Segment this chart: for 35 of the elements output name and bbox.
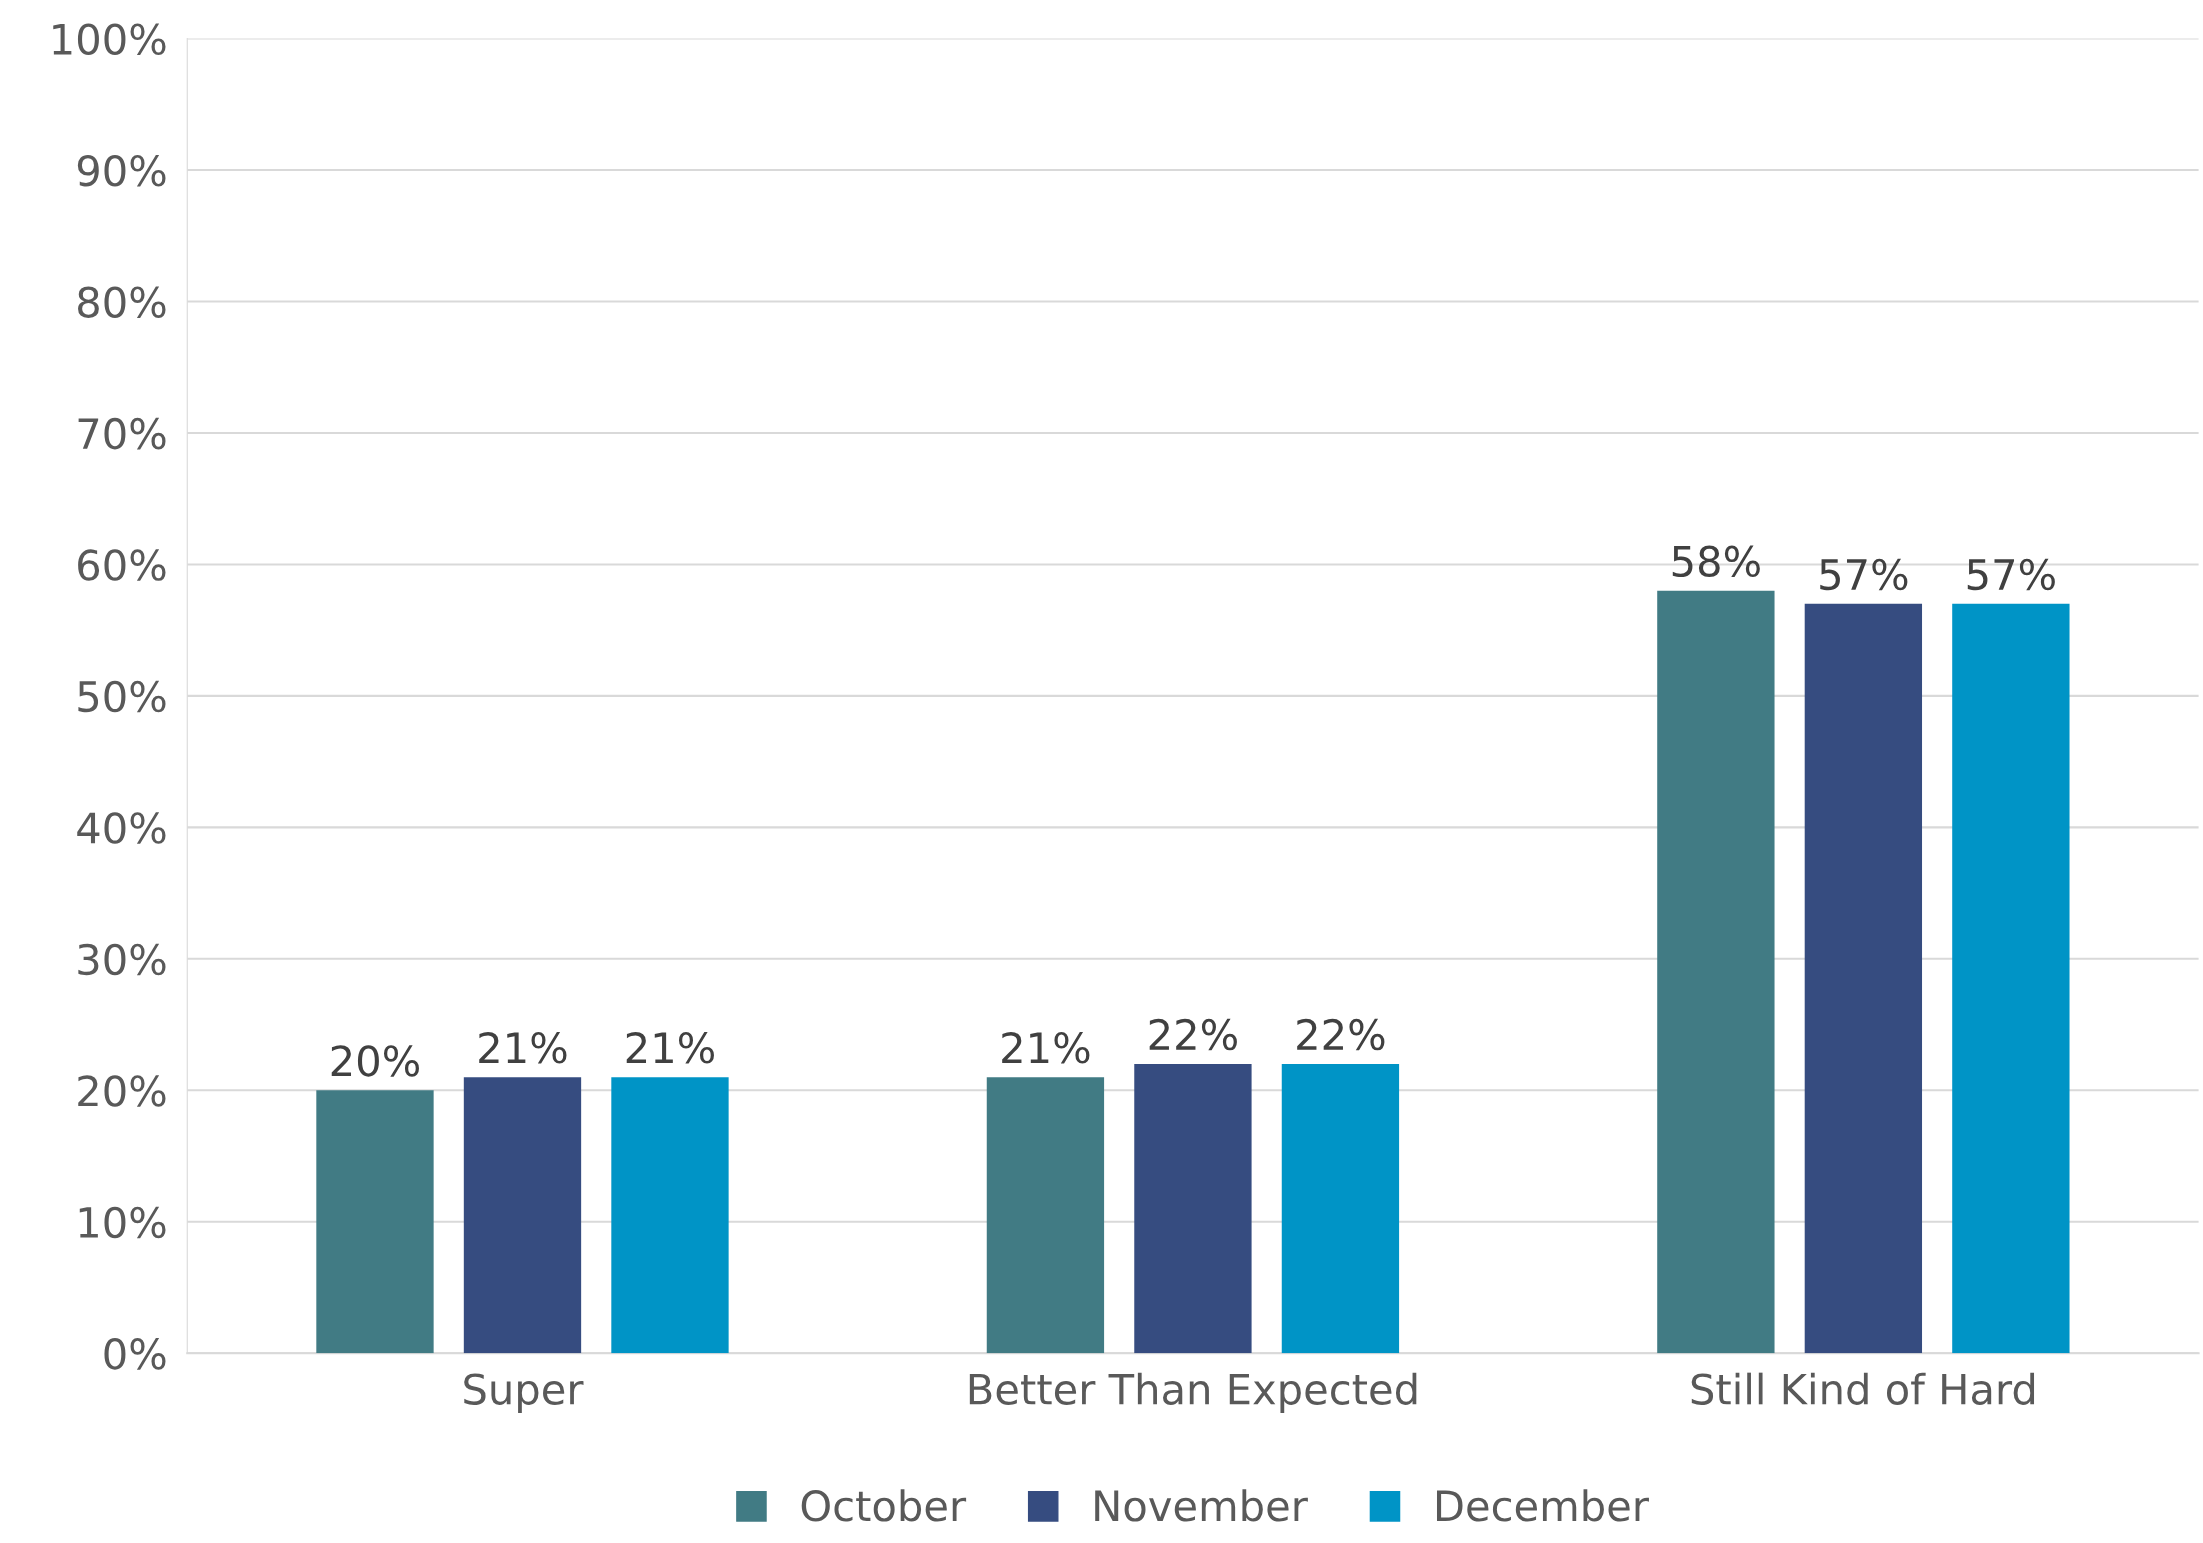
bar [316,1090,434,1354]
y-tick-label: 90% [77,154,166,187]
y-tick-label: 10% [79,1206,166,1239]
data-label: 21% [479,1031,567,1064]
bar [611,1077,729,1354]
bar [1804,603,1923,1354]
y-tick-label: 30% [78,943,166,976]
y-tick-label: 40% [77,812,166,844]
x-tick-label: Super [464,1373,584,1413]
data-label: 22% [1297,1018,1385,1051]
legend-label: October [801,1489,967,1522]
legend-label: December [1436,1489,1649,1522]
bar [1134,1063,1252,1354]
data-label: 21% [1002,1031,1090,1064]
data-label: 57% [1820,558,1908,591]
legend-label: November [1095,1489,1308,1522]
y-tick-label: 0% [104,1338,166,1370]
bar [463,1077,582,1354]
data-label: 21% [626,1031,714,1064]
y-tick-label: 50% [78,680,166,713]
x-tick-label: Better Than Expected [969,1372,1417,1413]
bar [1952,603,2070,1354]
y-tick-label: 20% [78,1075,166,1107]
bar [1657,590,1775,1354]
data-label: 20% [331,1045,419,1077]
y-tick-label: 60% [78,549,166,581]
y-tick-label: 70% [78,417,166,450]
data-label: 58% [1672,545,1760,578]
data-label: 57% [1967,558,2055,591]
y-tick-label: 100% [53,23,166,55]
x-tick-label: Still Kind of Hard [1691,1372,2035,1405]
data-label: 22% [1149,1018,1237,1051]
bar [986,1077,1105,1354]
bar [1281,1063,1400,1354]
y-tick-label: 80% [78,286,166,318]
